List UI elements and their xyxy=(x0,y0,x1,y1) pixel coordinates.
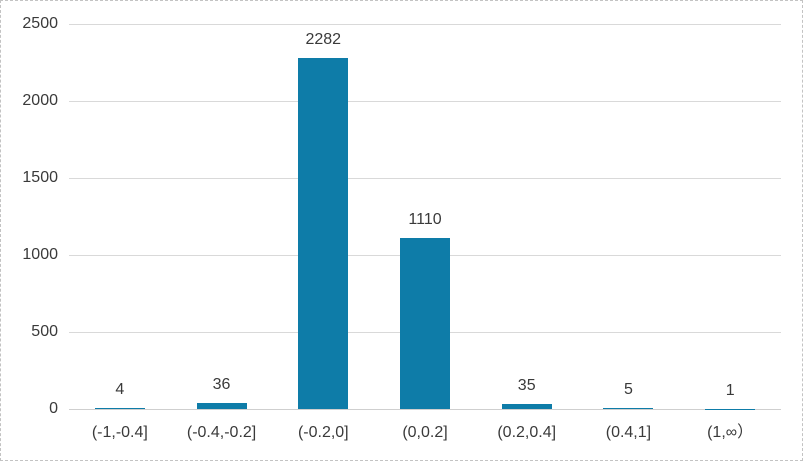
y-tick-label: 2500 xyxy=(22,15,58,32)
gridline xyxy=(69,23,781,25)
x-axis-line xyxy=(69,408,781,410)
bar-data-label: 35 xyxy=(517,376,536,394)
bar-data-label: 2282 xyxy=(305,30,342,48)
bar xyxy=(94,408,145,409)
bar xyxy=(196,403,247,409)
x-category-label: (-1,-0.4] xyxy=(91,424,148,441)
bar-data-label: 1 xyxy=(725,381,735,399)
bar xyxy=(400,238,450,409)
bar-data-label: 1110 xyxy=(408,211,442,229)
y-tick-label: 1500 xyxy=(22,169,58,186)
x-category-label: (-0.4,-0.2] xyxy=(186,424,257,441)
x-category-label: (0,0.2] xyxy=(402,424,448,441)
x-category-label: (-0.2,0] xyxy=(297,424,349,441)
bar-data-label: 4 xyxy=(115,381,125,399)
bar xyxy=(501,403,552,409)
gridline xyxy=(69,100,781,102)
x-category-label: (0.2,0.4] xyxy=(497,424,557,441)
bar-data-label: 5 xyxy=(623,381,633,399)
y-tick-label: 500 xyxy=(31,323,58,340)
bar xyxy=(298,57,349,409)
gridline xyxy=(69,177,781,179)
x-category-label: (0.4,1] xyxy=(605,424,652,441)
y-tick-label: 0 xyxy=(49,400,58,417)
bar-data-label: 36 xyxy=(212,376,231,394)
x-category-label: (1,∞） xyxy=(707,424,754,441)
bar xyxy=(603,408,654,409)
y-tick-label: 1000 xyxy=(22,246,58,263)
y-tick-label: 2000 xyxy=(22,92,58,109)
